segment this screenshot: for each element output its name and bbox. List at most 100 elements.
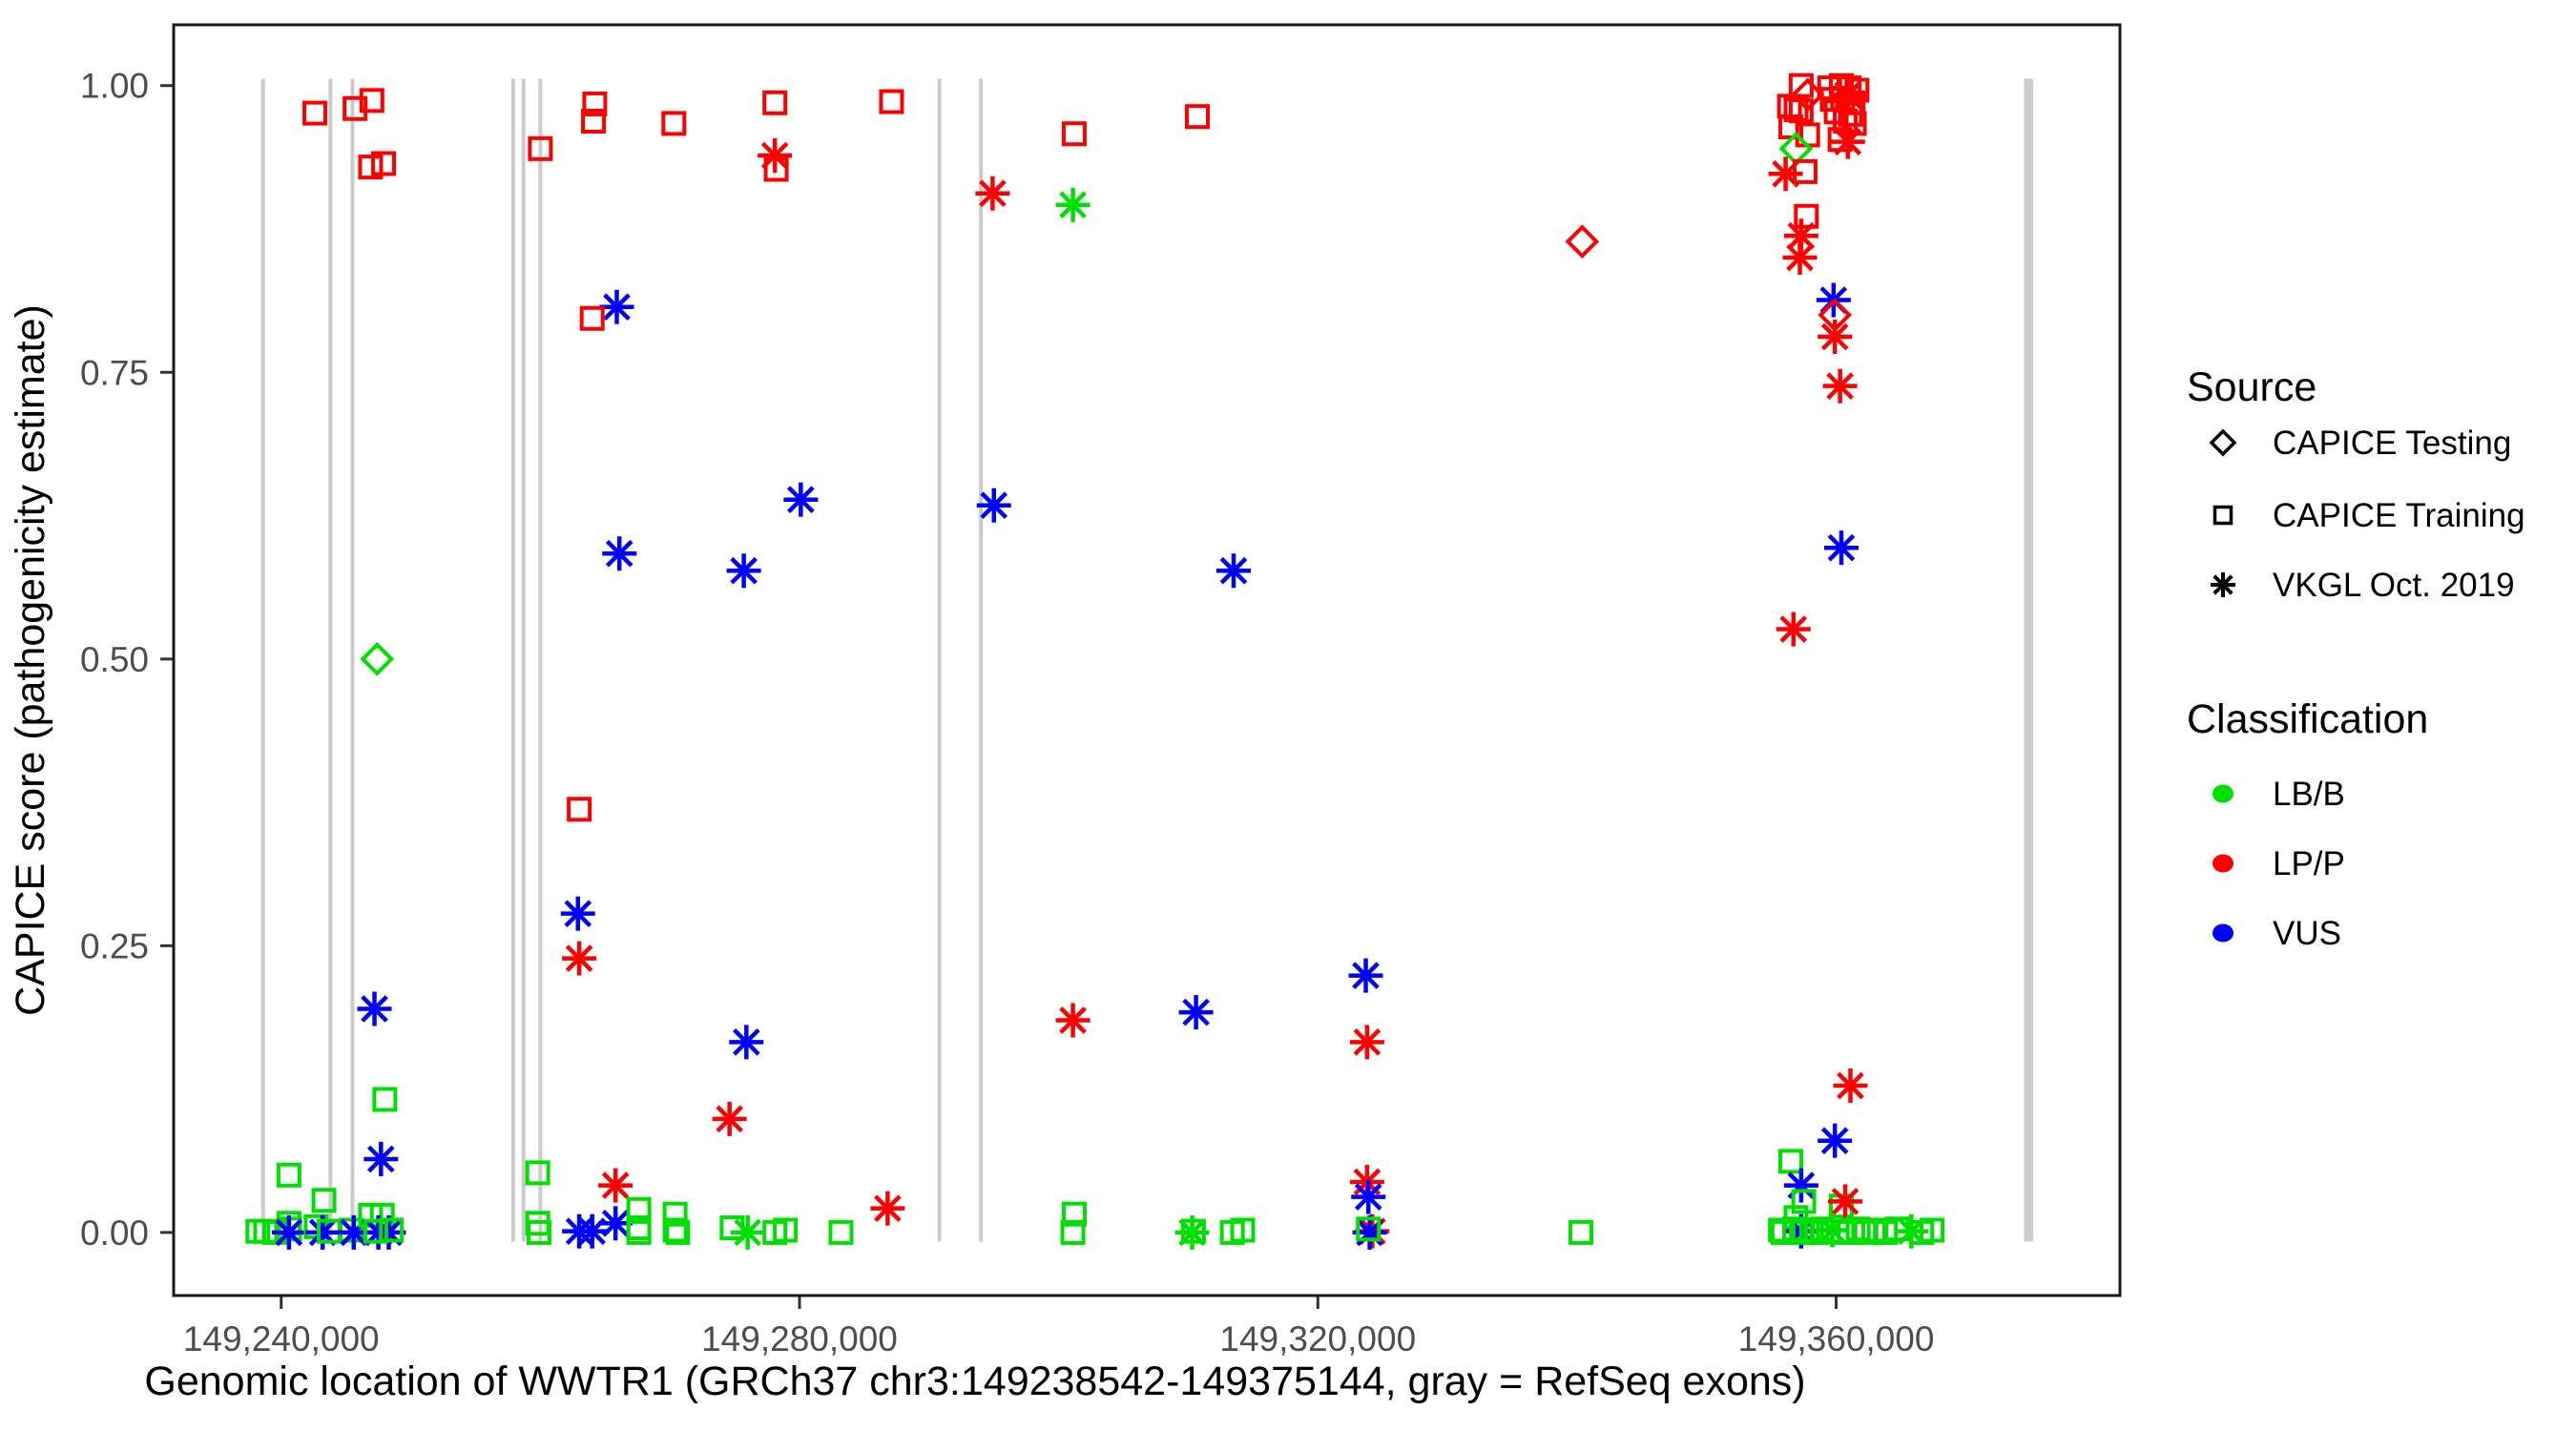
data-point-square	[1792, 158, 1818, 184]
data-point-square	[1061, 121, 1087, 147]
data-point-asterisk	[1782, 240, 1818, 276]
data-point-square	[1180, 1218, 1206, 1244]
y-tick-label: 0.50	[80, 640, 149, 679]
legend-classification-title: Classification	[2187, 696, 2428, 742]
data-point-square	[372, 1087, 398, 1112]
legend-key-asterisk-icon	[2211, 572, 2235, 597]
data-point-asterisk	[712, 1101, 747, 1136]
data-point-square	[358, 155, 384, 180]
data-point-asterisk	[1348, 958, 1383, 993]
legend-item-label: LB/B	[2273, 776, 2345, 813]
data-point-square	[626, 1196, 652, 1222]
data-point-square	[1356, 1216, 1381, 1242]
legend-swatch-dot	[2212, 923, 2233, 943]
y-tick-label: 0.00	[80, 1213, 149, 1253]
data-point-square	[1230, 1217, 1256, 1243]
legend-swatch-dot	[2212, 784, 2233, 803]
data-point-asterisk	[730, 1214, 765, 1250]
data-point-asterisk	[1818, 319, 1853, 354]
legend-swatch-dot	[2212, 854, 2233, 873]
data-point-square	[828, 1219, 854, 1245]
legend-item-label: VKGL Oct. 2019	[2273, 567, 2515, 604]
data-point-square	[1845, 1216, 1871, 1242]
legend-key-diamond-icon	[2209, 428, 2237, 457]
data-point-asterisk	[1833, 1068, 1868, 1103]
data-point-square	[579, 305, 605, 331]
x-axis-title: Genomic location of WWTR1 (GRCh37 chr3:1…	[144, 1358, 1805, 1404]
data-point-square	[763, 156, 789, 182]
y-tick-label: 0.75	[80, 353, 149, 392]
x-tick-label: 149,280,000	[701, 1319, 898, 1358]
data-point-asterisk	[783, 482, 819, 517]
data-point-asterisk	[1178, 995, 1214, 1030]
legend-item-label: VUS	[2273, 915, 2341, 952]
legend-source-title: Source	[2187, 364, 2316, 410]
y-tick-label: 0.25	[80, 926, 149, 965]
data-point-asterisk	[1055, 187, 1091, 222]
data-point-asterisk	[598, 1206, 634, 1241]
data-point-asterisk	[870, 1191, 905, 1226]
data-point-asterisk	[560, 896, 595, 931]
data-point-square	[1060, 1219, 1086, 1245]
plot-panel-border	[172, 23, 2122, 1297]
data-point-square	[343, 95, 368, 121]
data-point-square	[525, 1160, 551, 1186]
data-point-square	[773, 1217, 799, 1243]
data-point-square	[662, 1201, 688, 1227]
data-point-asterisk	[726, 553, 761, 589]
data-point-square	[581, 108, 607, 134]
data-point-square	[311, 1188, 337, 1213]
x-tick-label: 149,320,000	[1219, 1319, 1416, 1358]
data-point-asterisk	[1822, 368, 1858, 404]
data-point-square	[371, 151, 397, 176]
data-point-asterisk	[975, 176, 1010, 211]
x-tick-label: 149,240,000	[183, 1319, 380, 1358]
data-point-square	[1830, 1219, 1856, 1245]
data-point-square	[762, 90, 788, 115]
data-point-square	[527, 1219, 552, 1245]
data-point-square	[879, 89, 904, 114]
data-point-asterisk	[1351, 1179, 1386, 1214]
data-point-asterisk	[1216, 553, 1251, 589]
refseq-exon-line-wide	[2024, 78, 2034, 1242]
data-point-square	[528, 135, 553, 161]
data-point-asterisk	[602, 536, 637, 571]
data-point-asterisk	[598, 1168, 634, 1203]
data-point-square	[1791, 1189, 1817, 1214]
legend-item-label: LP/P	[2273, 845, 2345, 882]
data-point-asterisk	[1830, 124, 1865, 159]
y-tick-label: 1.00	[80, 67, 149, 106]
data-point-asterisk	[1776, 612, 1811, 647]
data-point-square	[582, 91, 608, 116]
data-point-asterisk	[1055, 1003, 1091, 1038]
data-point-asterisk	[574, 1213, 610, 1249]
data-point-asterisk	[562, 941, 597, 976]
data-point-square	[567, 797, 592, 822]
data-point-asterisk	[599, 289, 634, 324]
data-point-square	[276, 1162, 301, 1188]
data-point-square	[379, 1217, 405, 1243]
data-point-asterisk	[271, 1214, 306, 1250]
data-point-asterisk	[729, 1025, 764, 1060]
x-tick-label: 149,360,000	[1738, 1319, 1935, 1358]
data-point-asterisk	[1818, 1123, 1853, 1158]
data-point-asterisk	[357, 991, 392, 1027]
data-point-asterisk	[1349, 1025, 1384, 1060]
data-point-square	[1778, 1149, 1804, 1174]
data-point-asterisk	[364, 1141, 399, 1176]
data-point-square	[363, 1218, 388, 1244]
data-point-diamond	[1565, 224, 1600, 259]
data-point-square	[339, 1217, 364, 1243]
data-point-square	[665, 1219, 691, 1245]
legend-item-label: CAPICE Training	[2273, 497, 2525, 534]
data-point-square	[1061, 1201, 1087, 1227]
data-point-square	[626, 1219, 652, 1245]
data-point-asterisk	[1828, 1184, 1863, 1219]
data-point-square	[1184, 104, 1210, 130]
data-point-square	[359, 88, 384, 114]
data-point-square	[302, 100, 328, 126]
data-point-square	[1920, 1217, 1945, 1243]
